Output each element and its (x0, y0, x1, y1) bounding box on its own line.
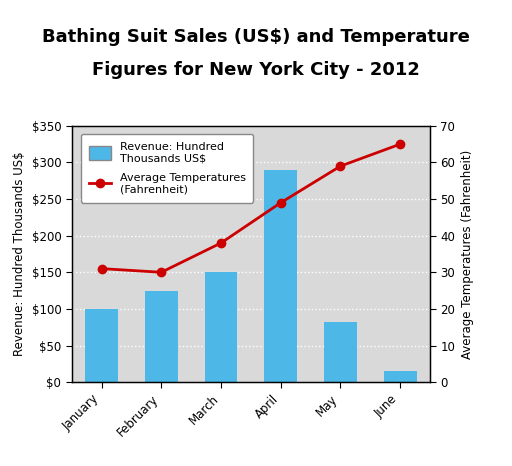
Bar (145, 291, 178, 382)
Bar (384, 371, 417, 382)
Bar (85, 309, 118, 382)
Text: Bathing Suit Sales (US$) and Temperature: Bathing Suit Sales (US$) and Temperature (42, 28, 470, 46)
Y-axis label: Average Temperatures (Fahrenheit): Average Temperatures (Fahrenheit) (461, 149, 474, 359)
Legend: Revenue: Hundred
Thousands US$, Average Temperatures
(Fahrenheit): Revenue: Hundred Thousands US$, Average … (81, 134, 253, 203)
Y-axis label: Revenue: Hundred Thousands US$: Revenue: Hundred Thousands US$ (13, 151, 26, 356)
Bar (264, 170, 297, 382)
Bar (205, 272, 238, 382)
Text: Figures for New York City - 2012: Figures for New York City - 2012 (92, 61, 420, 79)
Bar (324, 322, 357, 382)
